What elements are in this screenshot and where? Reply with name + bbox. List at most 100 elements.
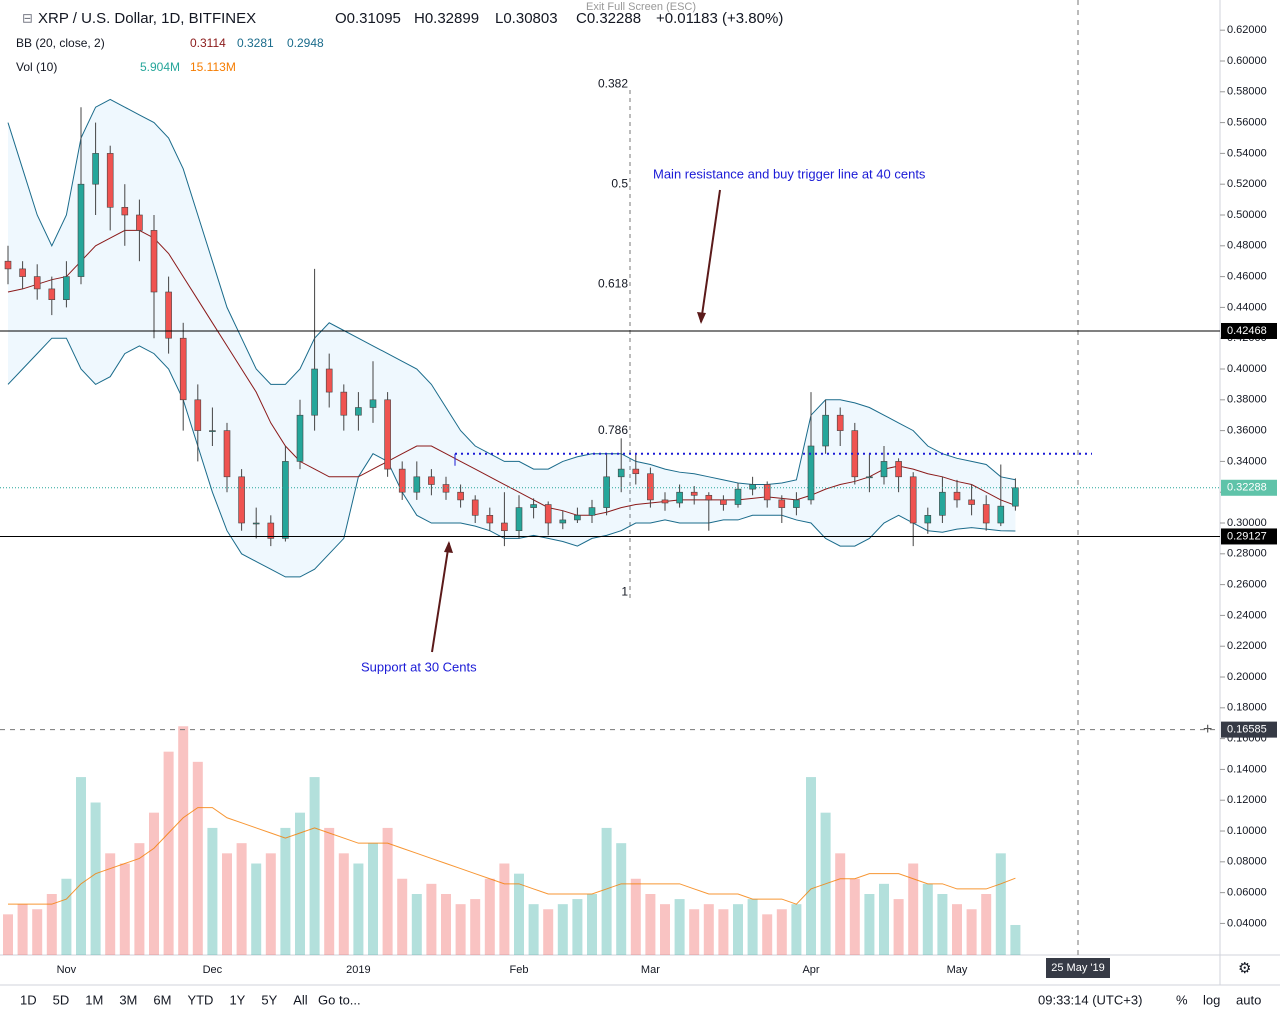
candle-body [734, 488, 742, 505]
candle-body [749, 484, 756, 490]
volume-bar [689, 909, 700, 955]
arrow-head [697, 312, 706, 324]
range-button[interactable]: 5Y [261, 992, 277, 1007]
volume-bar [908, 863, 919, 955]
candle-body [778, 499, 786, 508]
collapse-icon[interactable]: ⊟ [22, 10, 33, 25]
volume-bar [411, 894, 422, 955]
volume-bar [937, 894, 948, 955]
candle-body [267, 522, 275, 539]
volume-bar [441, 894, 451, 955]
y-tick-label: 0.50000 [1227, 209, 1267, 221]
candle-body [92, 153, 99, 185]
candle-body [1012, 487, 1019, 507]
volume-bar [178, 726, 189, 955]
volume-bar [163, 751, 174, 955]
candle-body [690, 491, 698, 496]
x-tick-label: Dec [203, 964, 223, 976]
candle-body [223, 430, 231, 478]
y-tick-label: 0.34000 [1227, 455, 1267, 467]
arrow [700, 189, 721, 323]
candle-body [150, 230, 158, 293]
volume-bar [338, 853, 349, 955]
candle-body [720, 499, 727, 505]
candle-body [632, 468, 640, 475]
auto-toggle[interactable]: auto [1236, 992, 1261, 1007]
candle-body [515, 507, 523, 532]
volume-bar [879, 883, 889, 955]
percent-toggle[interactable]: % [1176, 992, 1188, 1007]
bb-up: 0.3281 [237, 36, 274, 50]
candle-body [574, 515, 581, 521]
volume-bar [426, 883, 437, 955]
volume-bar [76, 777, 86, 955]
range-button[interactable]: 3M [119, 992, 137, 1007]
volume-bar [587, 894, 597, 955]
candle-body [238, 476, 245, 524]
fib-label: 1 [621, 584, 628, 598]
volume-bar [952, 904, 962, 955]
range-button[interactable]: 1M [85, 992, 103, 1007]
crosshair-date-badge [1046, 958, 1110, 978]
candle-body [252, 522, 260, 525]
volume-bar [470, 899, 481, 955]
last-price-badge [1221, 479, 1277, 496]
range-button[interactable]: 6M [153, 992, 171, 1007]
candle-body [33, 276, 41, 290]
clock: 09:33:14 (UTC+3) [1038, 992, 1142, 1007]
candle-body [953, 491, 961, 501]
y-tick-label: 0.62000 [1227, 24, 1267, 36]
bb-middle [7, 229, 1016, 516]
level-label: 0.42468 [1227, 325, 1267, 337]
y-tick-label: 0.26000 [1227, 579, 1267, 591]
candle-body [939, 491, 946, 516]
candle-body [676, 491, 683, 504]
exit-fullscreen[interactable]: Exit Full Screen (ESC) [586, 1, 696, 13]
candle-body [501, 522, 508, 532]
candle-body [325, 368, 333, 393]
y-tick-label: 0.56000 [1227, 116, 1267, 128]
range-button[interactable]: 1Y [229, 992, 245, 1007]
volume-bar [455, 904, 466, 955]
volume-bar [119, 863, 130, 955]
volume-bar [280, 827, 291, 955]
settings-icon[interactable]: ⚙ [1238, 960, 1251, 977]
volume-bar [849, 878, 860, 955]
range-button[interactable]: All [293, 992, 308, 1007]
range-button[interactable]: YTD [187, 992, 213, 1007]
volume-bar [791, 904, 802, 955]
candle-body [997, 505, 1005, 524]
y-tick-label: 0.10000 [1227, 825, 1267, 837]
volume-bar [835, 853, 846, 955]
volume-bar [572, 899, 583, 955]
log-toggle[interactable]: log [1203, 992, 1220, 1007]
candle-body [106, 153, 114, 208]
vol-label[interactable]: Vol (10) [16, 60, 57, 74]
y-tick-label: 0.12000 [1227, 794, 1267, 806]
candle-body [19, 268, 26, 277]
annotation: Main resistance and buy trigger line at … [653, 166, 926, 181]
y-tick-label: 0.06000 [1227, 887, 1267, 899]
level-badge [1221, 528, 1277, 545]
y-tick-label: 0.52000 [1227, 178, 1267, 190]
candle-body [793, 499, 800, 508]
volume-bar [995, 853, 1006, 955]
goto[interactable]: Go to... [318, 992, 361, 1007]
bb-label[interactable]: BB (20, close, 2) [16, 36, 105, 50]
bb-lower [7, 337, 1016, 578]
y-tick-label: 0.38000 [1227, 394, 1267, 406]
candle-body [705, 494, 713, 501]
symbol[interactable]: XRP / U.S. Dollar, 1D, BITFINEX [38, 10, 256, 27]
volume-bar [46, 894, 57, 955]
x-tick-label: Nov [57, 964, 77, 976]
arrow-head [444, 541, 453, 553]
candle-body [457, 491, 464, 501]
volume-bar [149, 812, 159, 955]
x-tick-label: Apr [802, 964, 819, 976]
y-tick-label: 0.44000 [1227, 301, 1267, 313]
range-button[interactable]: 1D [20, 992, 37, 1007]
range-button[interactable]: 5D [53, 992, 70, 1007]
volume-bar [645, 894, 656, 955]
plot: 0.04000 0.06000 0.08000 0.10000 0.12000 0.140… [0, 24, 1277, 978]
